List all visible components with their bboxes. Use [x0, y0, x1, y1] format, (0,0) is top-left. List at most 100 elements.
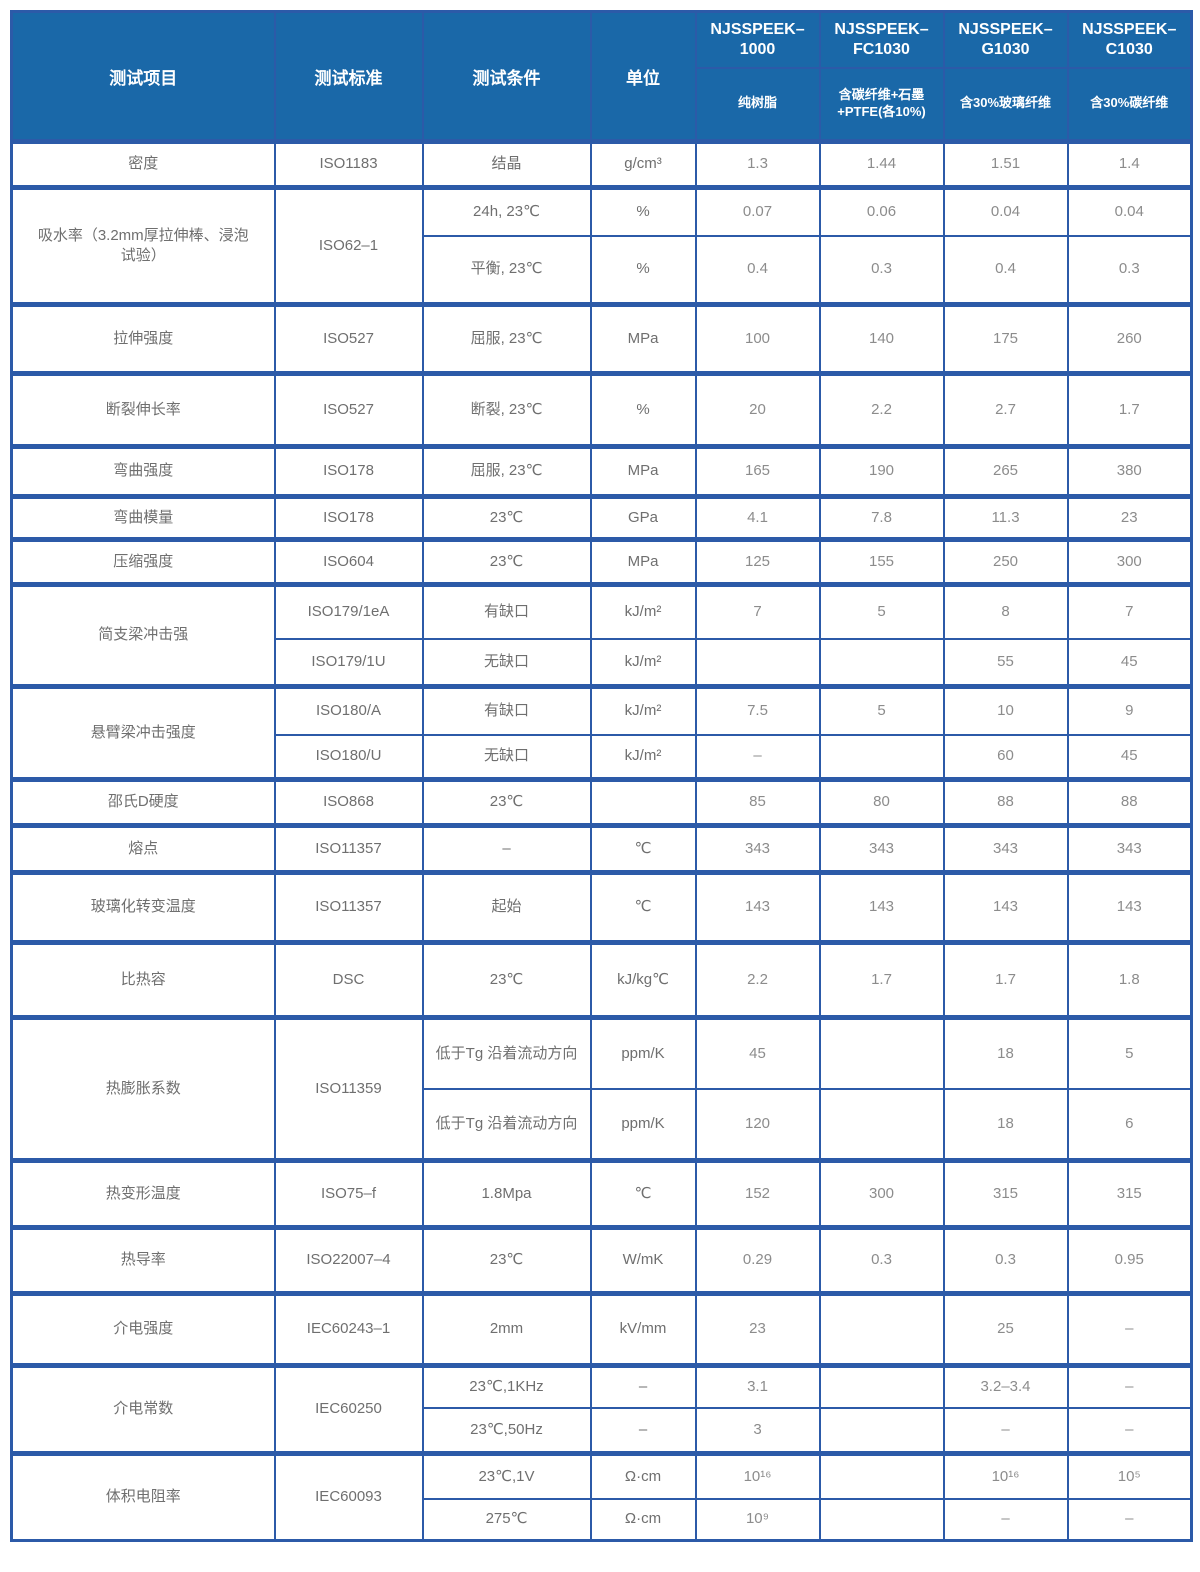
value-cell [818, 733, 945, 781]
value-cell: 155 [818, 537, 945, 586]
unit-cell: kV/mm [589, 1291, 697, 1367]
item-cell: 悬臂梁冲击强度 [10, 684, 276, 781]
value-cell: 2.2 [694, 940, 821, 1019]
standard-cell: ISO527 [273, 302, 424, 375]
item-cell: 弯曲强度 [10, 444, 276, 498]
condition-cell: 有缺口 [421, 582, 592, 640]
unit-cell: % [589, 185, 697, 237]
unit-cell: ppm/K [589, 1087, 697, 1162]
value-cell: 3.1 [694, 1363, 821, 1409]
table-row: 介电常数 IEC60250 23℃,1KHz – 3.1 3.2–3.4 – [10, 1363, 1193, 1455]
value-cell: 5 [1066, 1015, 1193, 1090]
value-cell: 7.8 [818, 494, 945, 541]
item-cell: 玻璃化转变温度 [10, 870, 276, 944]
standard-cell: ISO178 [273, 494, 424, 541]
column-header-test-standard: 测试标准 [273, 10, 424, 143]
table-row: 23℃,50Hz – 3 – – [12, 1406, 1193, 1455]
value-cell: 175 [942, 302, 1069, 375]
item-cell: 热膨胀系数 [10, 1015, 276, 1162]
value-cell: 23 [694, 1291, 821, 1367]
item-cell: 热导率 [10, 1225, 276, 1295]
value-cell: 2.2 [818, 371, 945, 448]
value-cell: 143 [694, 870, 821, 944]
standard-cell: ISO180/A [273, 684, 424, 736]
value-cell [818, 1451, 945, 1500]
material-spec-table: 测试项目 测试标准 测试条件 单位 NJSSPEEK– 1000 NJSSPEE… [10, 10, 1193, 1542]
product-description: 含30%玻璃纤维 [942, 66, 1069, 143]
value-cell [818, 1406, 945, 1455]
value-cell: 23 [1066, 494, 1193, 541]
item-cell: 密度 [10, 139, 276, 189]
unit-cell: MPa [589, 444, 697, 498]
value-cell: 2.7 [942, 371, 1069, 448]
unit-cell: – [589, 1363, 697, 1409]
table-row: 热导率 ISO22007–4 23℃ W/mK 0.29 0.3 0.3 0.9… [10, 1225, 1193, 1295]
value-cell: 343 [694, 823, 821, 874]
value-cell: 7 [1066, 582, 1193, 640]
condition-cell: 屈服, 23℃ [421, 302, 592, 375]
condition-cell: 23℃,1V [421, 1451, 592, 1500]
standard-cell: ISO1183 [273, 139, 424, 189]
value-cell: – [942, 1406, 1069, 1455]
value-cell: 260 [1066, 302, 1193, 375]
value-cell: 45 [694, 1015, 821, 1090]
product-name: NJSSPEEK– 1000 [694, 10, 821, 69]
value-cell: 343 [818, 823, 945, 874]
product-name: NJSSPEEK– C1030 [1066, 10, 1193, 69]
unit-cell: GPa [589, 494, 697, 541]
value-cell: 5 [818, 582, 945, 640]
column-header-test-item: 测试项目 [10, 10, 276, 143]
value-cell: 80 [818, 777, 945, 827]
table-row: 热变形温度 ISO75–f 1.8Mpa ℃ 152 300 315 315 [10, 1158, 1193, 1229]
value-cell: 0.07 [694, 185, 821, 237]
standard-cell: ISO179/1eA [273, 582, 424, 640]
condition-cell: 低于Tg 沿着流动方向 [421, 1015, 592, 1090]
condition-cell: 低于Tg 沿着流动方向 [421, 1087, 592, 1162]
standard-cell: ISO62–1 [273, 185, 424, 306]
value-cell: 0.04 [942, 185, 1069, 237]
value-cell: 152 [694, 1158, 821, 1229]
value-cell: 10⁵ [1066, 1451, 1193, 1500]
value-cell: 7 [694, 582, 821, 640]
condition-cell: 平衡, 23℃ [421, 234, 592, 306]
unit-cell: % [589, 371, 697, 448]
condition-cell: 无缺口 [421, 637, 592, 688]
value-cell: 1.4 [1066, 139, 1193, 189]
value-cell: 0.4 [694, 234, 821, 306]
table-row: 断裂伸长率 ISO527 断裂, 23℃ % 20 2.2 2.7 1.7 [10, 371, 1193, 448]
product-description: 含碳纤维+石墨 +PTFE(各10%) [818, 66, 945, 143]
value-cell: 88 [1066, 777, 1193, 827]
condition-cell: 23℃,1KHz [421, 1363, 592, 1409]
value-cell: 0.3 [1066, 234, 1193, 306]
value-cell: 265 [942, 444, 1069, 498]
value-cell [818, 1363, 945, 1409]
table-row: 密度 ISO1183 结晶 g/cm³ 1.3 1.44 1.51 1.4 [10, 139, 1193, 189]
product-description: 含30%碳纤维 [1066, 66, 1193, 143]
unit-cell: kJ/m² [589, 684, 697, 736]
value-cell: 0.04 [1066, 185, 1193, 237]
condition-cell: 275℃ [421, 1497, 592, 1542]
item-cell: 熔点 [10, 823, 276, 874]
value-cell: 0.29 [694, 1225, 821, 1295]
condition-cell: 屈服, 23℃ [421, 444, 592, 498]
value-cell: – [1066, 1406, 1193, 1455]
value-cell: 55 [942, 637, 1069, 688]
value-cell: 45 [1066, 733, 1193, 781]
column-header-unit: 单位 [589, 10, 697, 143]
standard-cell: ISO178 [273, 444, 424, 498]
value-cell: 20 [694, 371, 821, 448]
item-cell: 邵氏D硬度 [10, 777, 276, 827]
value-cell: 1.51 [942, 139, 1069, 189]
value-cell: – [942, 1497, 1069, 1542]
unit-cell: – [589, 1406, 697, 1455]
condition-cell: 2mm [421, 1291, 592, 1367]
unit-cell: kJ/m² [589, 582, 697, 640]
condition-cell: 23℃ [421, 494, 592, 541]
product-name: NJSSPEEK– FC1030 [818, 10, 945, 69]
condition-cell: 23℃ [421, 940, 592, 1019]
item-cell: 断裂伸长率 [10, 371, 276, 448]
value-cell: 10¹⁶ [694, 1451, 821, 1500]
value-cell: 25 [942, 1291, 1069, 1367]
value-cell: 0.4 [942, 234, 1069, 306]
